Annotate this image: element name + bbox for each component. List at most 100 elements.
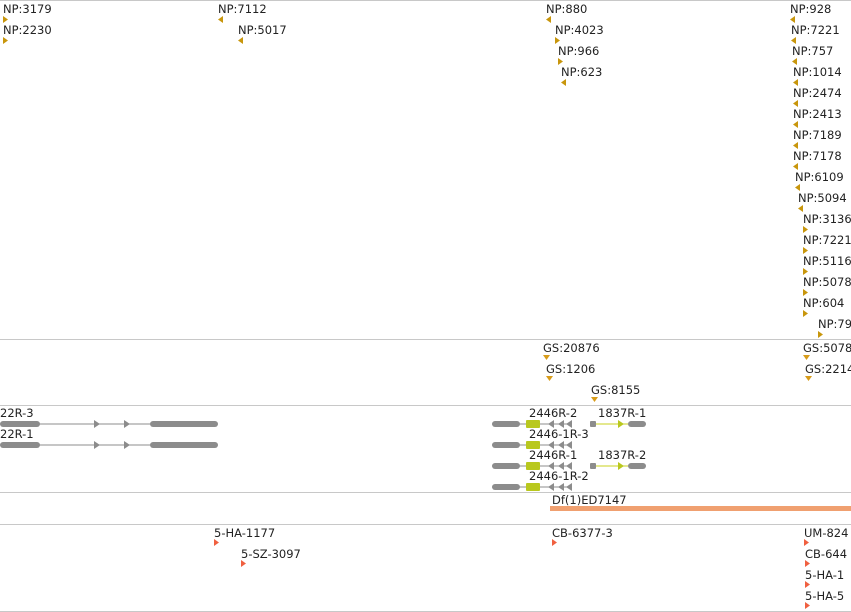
- np-marker[interactable]: NP:2230: [3, 23, 52, 44]
- np-marker[interactable]: NP:79: [818, 317, 851, 338]
- transcript[interactable]: 22R-1: [0, 427, 218, 449]
- gene-track: 22R-3 22R-1 2446R-2 1837: [0, 406, 646, 491]
- svg-text:2446-1R-3: 2446-1R-3: [529, 427, 589, 441]
- svg-text:NP:1014: NP:1014: [793, 65, 842, 79]
- insertion-marker-triangle-icon: [241, 560, 246, 567]
- np-marker[interactable]: NP:880: [546, 2, 587, 23]
- insertion-marker-triangle-icon: [805, 581, 810, 588]
- gs-marker[interactable]: GS:2214: [805, 362, 851, 381]
- svg-text:NP:604: NP:604: [803, 296, 844, 310]
- svg-text:GS:2214: GS:2214: [805, 362, 851, 376]
- insertion-marker[interactable]: CB-6377-3: [552, 526, 613, 546]
- svg-text:2446-1R-2: 2446-1R-2: [529, 469, 589, 483]
- exon: [150, 442, 218, 448]
- exon: [628, 421, 646, 427]
- transcript[interactable]: 2446-1R-3: [492, 427, 589, 449]
- svg-text:22R-3: 22R-3: [0, 406, 34, 420]
- exon: [526, 483, 540, 491]
- deletion-item[interactable]: Df(1)ED7147: [550, 493, 851, 511]
- gs-marker[interactable]: GS:1206: [546, 362, 595, 381]
- np-marker[interactable]: NP:928: [790, 2, 831, 23]
- np-marker[interactable]: NP:7112: [218, 2, 267, 23]
- deletion-bar: [550, 506, 851, 511]
- exon: [526, 462, 540, 470]
- transcript[interactable]: 1837R-2: [590, 448, 646, 470]
- svg-text:NP:7221: NP:7221: [791, 23, 840, 37]
- np-marker[interactable]: NP:5116: [803, 254, 851, 275]
- transcript[interactable]: 2446-1R-2: [492, 469, 589, 491]
- svg-text:NP:2474: NP:2474: [793, 86, 842, 100]
- np-marker-triangle-icon: [561, 79, 566, 86]
- np-marker-triangle-icon: [790, 16, 795, 23]
- np-marker[interactable]: NP:7221: [791, 23, 840, 44]
- np-marker-triangle-icon: [798, 205, 803, 212]
- insertion-marker[interactable]: UM-824: [804, 526, 848, 546]
- transcript[interactable]: 22R-3: [0, 406, 218, 428]
- np-marker[interactable]: NP:1014: [793, 65, 842, 86]
- strand-arrow-icon: [124, 441, 130, 449]
- np-marker[interactable]: NP:5078: [803, 275, 851, 296]
- svg-text:1837R-2: 1837R-2: [598, 448, 646, 462]
- transcript[interactable]: 1837R-1: [590, 406, 646, 428]
- exon: [526, 420, 540, 428]
- gs-marker[interactable]: GS:8155: [591, 383, 640, 402]
- np-marker-triangle-icon: [793, 121, 798, 128]
- strand-arrow-icon: [566, 441, 572, 449]
- svg-text:NP:3136: NP:3136: [803, 212, 851, 226]
- np-marker[interactable]: NP:3179: [3, 2, 52, 23]
- np-marker[interactable]: NP:7221: [803, 233, 851, 254]
- np-marker[interactable]: NP:623: [561, 65, 602, 86]
- np-marker[interactable]: NP:7189: [793, 128, 842, 149]
- strand-arrow-icon: [566, 483, 572, 491]
- svg-text:NP:5094: NP:5094: [798, 191, 847, 205]
- insertion-marker[interactable]: 5-HA-5: [805, 589, 844, 609]
- exon: [150, 421, 218, 427]
- svg-text:NP:7221: NP:7221: [803, 233, 851, 247]
- insertion-marker-triangle-icon: [805, 602, 810, 609]
- svg-text:CB-644: CB-644: [805, 547, 847, 561]
- svg-text:5-HA-1177: 5-HA-1177: [214, 526, 275, 540]
- svg-text:5-HA-1: 5-HA-1: [805, 568, 844, 582]
- svg-text:CB-6377-3: CB-6377-3: [552, 526, 613, 540]
- deletion-track: Df(1)ED7147: [550, 493, 851, 511]
- np-marker[interactable]: NP:2413: [793, 107, 842, 128]
- insertion-marker[interactable]: 5-HA-1: [805, 568, 844, 588]
- np-marker[interactable]: NP:4023: [555, 23, 604, 44]
- gs-marker-triangle-icon: [543, 355, 550, 360]
- svg-text:GS:5078: GS:5078: [803, 341, 851, 355]
- transcript[interactable]: 2446R-2: [492, 406, 577, 428]
- strand-arrow-icon: [558, 441, 564, 449]
- strand-arrow-icon: [618, 420, 624, 428]
- transcript[interactable]: 2446R-1: [492, 448, 577, 470]
- np-marker[interactable]: NP:966: [558, 44, 599, 65]
- np-marker[interactable]: NP:5017: [238, 23, 287, 44]
- insertion-marker[interactable]: CB-644: [805, 547, 847, 567]
- svg-text:2446R-2: 2446R-2: [529, 406, 577, 420]
- svg-text:5-SZ-3097: 5-SZ-3097: [241, 547, 301, 561]
- gs-marker[interactable]: GS:20876: [543, 341, 600, 360]
- np-marker[interactable]: NP:6109: [795, 170, 844, 191]
- np-marker[interactable]: NP:2474: [793, 86, 842, 107]
- exon: [492, 421, 520, 427]
- gs-marker[interactable]: GS:5078: [803, 341, 851, 360]
- np-marker[interactable]: NP:7178: [793, 149, 842, 170]
- np-marker[interactable]: NP:5094: [798, 191, 847, 212]
- np-marker[interactable]: NP:757: [792, 44, 833, 65]
- np-marker-triangle-icon: [795, 184, 800, 191]
- np-marker[interactable]: NP:3136: [803, 212, 851, 233]
- insertion-marker[interactable]: 5-SZ-3097: [241, 547, 301, 567]
- insertion-marker[interactable]: 5-HA-1177: [214, 526, 275, 546]
- gs-marker-triangle-icon: [805, 376, 812, 381]
- gs-marker-triangle-icon: [591, 397, 598, 402]
- np-marker-triangle-icon: [793, 163, 798, 170]
- strand-arrow-icon: [124, 420, 130, 428]
- insertion-marker-triangle-icon: [214, 539, 219, 546]
- gs-marker-triangle-icon: [546, 376, 553, 381]
- np-marker[interactable]: NP:604: [803, 296, 844, 317]
- exon: [526, 441, 540, 449]
- svg-text:NP:2230: NP:2230: [3, 23, 52, 37]
- np-marker-triangle-icon: [803, 289, 808, 296]
- svg-text:NP:757: NP:757: [792, 44, 833, 58]
